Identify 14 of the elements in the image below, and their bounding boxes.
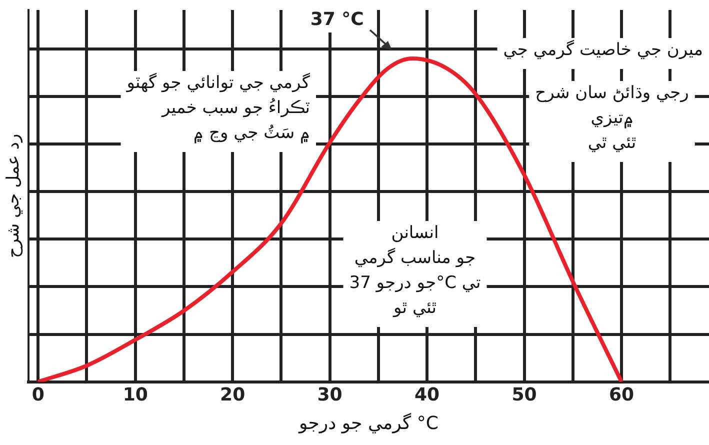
y-axis-title: رد عمل جي شرح [4,134,24,258]
x-tick-label: 40 [414,384,440,406]
x-tick-label: 60 [608,384,634,406]
x-tick-label: 20 [220,384,246,406]
x-tick-label: 30 [317,384,342,406]
x-tick-label: 10 [122,384,148,406]
x-tick-label: 50 [512,384,537,406]
x-axis-title: گرمي جو درجو °C [298,412,438,434]
annotation: 37 °C [310,9,364,30]
annotation: انسانن جو مناسب گرمي جو درجو 37°C تي ٿئي ٿو [349,222,482,318]
annotation: ميرن جي خاصيت گرمي جي [503,38,704,60]
x-tick-label: 0 [32,384,44,406]
annotation: گرمي جي توانائي جو گهٽو ٽڪراءُ جو سبب خمير ۾ سَٽُ جي وڃ ۾ [126,72,311,144]
annotation: رجي وڌائڻ سان شرح ۾تيزي ٿئي ٿي [535,82,689,153]
